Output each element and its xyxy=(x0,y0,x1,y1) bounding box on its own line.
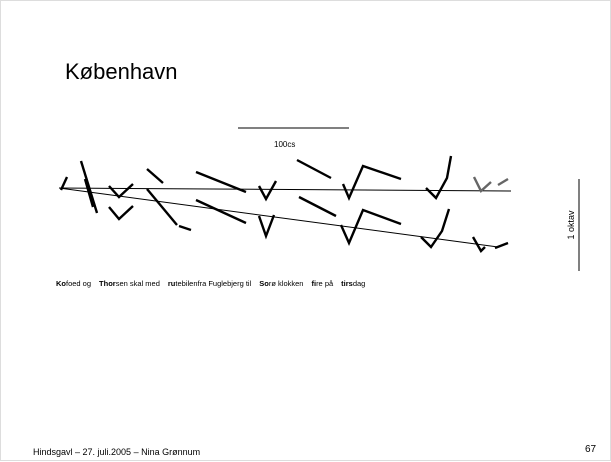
stressed-syllable: fi xyxy=(311,279,317,288)
declination-line xyxy=(58,187,499,248)
unstressed-text: rø klokken xyxy=(268,279,304,288)
pitch-contours xyxy=(59,155,509,253)
unstressed-text: dag xyxy=(352,279,366,288)
unstressed-text: sen skal med xyxy=(115,279,160,288)
word-group: Thorsen skal med xyxy=(99,279,160,288)
stressed-syllable: Ko xyxy=(56,279,66,288)
sentence: Kofoed og Thorsen skal med rutebilenfra Fu… xyxy=(56,279,373,288)
stressed-syllable: tirs xyxy=(341,279,353,288)
stressed-syllable: Thor xyxy=(99,279,116,288)
footer: Hindsgavl – 27. juli.2005 – Nina Grønnum xyxy=(33,447,201,457)
word-group: Sorø klokken xyxy=(259,279,303,288)
word-group: fire på xyxy=(311,279,333,288)
pitch-scale-label: 1 oktav xyxy=(566,210,576,240)
time-scale-label: 100cs xyxy=(274,140,296,149)
unstressed-text: re på xyxy=(316,279,334,288)
stressed-syllable: So xyxy=(259,279,269,288)
unstressed-text: foed og xyxy=(66,279,92,288)
slide-title: København xyxy=(65,59,178,84)
unstressed-text: tebilenfra Fuglebjerg til xyxy=(175,279,252,288)
word-group: Kofoed og xyxy=(56,279,91,288)
declination-line xyxy=(58,187,512,192)
word-group: tirsdag xyxy=(341,279,365,288)
word-group: rutebilenfra Fuglebjerg til xyxy=(168,279,251,288)
page-number: 67 xyxy=(585,444,597,455)
stressed-syllable: ru xyxy=(167,279,176,288)
